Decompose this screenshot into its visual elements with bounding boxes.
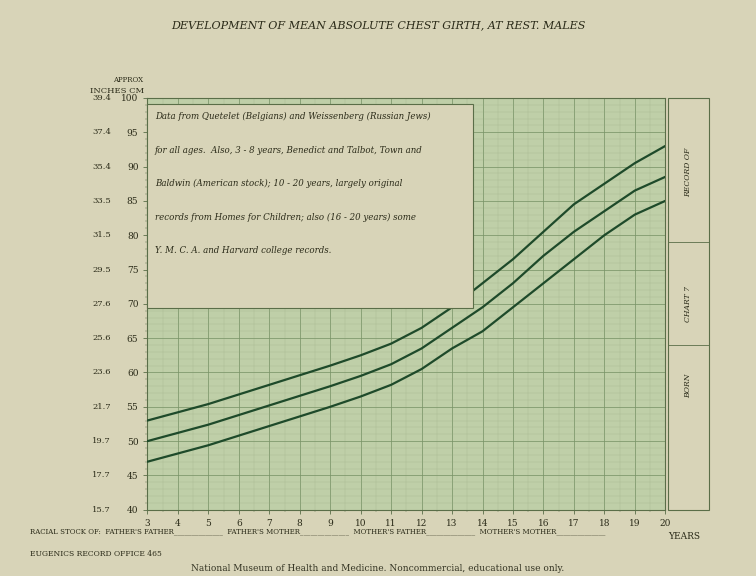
Text: 39.4: 39.4 — [92, 94, 111, 102]
Text: 31.5: 31.5 — [92, 231, 111, 239]
Text: 15.7: 15.7 — [92, 506, 111, 514]
Text: EUGENICS RECORD OFFICE 465: EUGENICS RECORD OFFICE 465 — [30, 550, 162, 558]
Text: 21.7: 21.7 — [92, 403, 111, 411]
Text: YEARS: YEARS — [668, 532, 700, 541]
Text: National Museum of Health and Medicine. Noncommercial, educational use only.: National Museum of Health and Medicine. … — [191, 564, 565, 573]
Text: 37.4: 37.4 — [92, 128, 111, 137]
Text: RACIAL STOCK OF:  FATHER'S FATHER______________  FATHER'S MOTHER______________  : RACIAL STOCK OF: FATHER'S FATHER________… — [30, 527, 606, 535]
Text: 33.5: 33.5 — [92, 197, 111, 205]
Text: 29.5: 29.5 — [92, 266, 111, 274]
Text: INCHES CM: INCHES CM — [89, 87, 144, 95]
Text: 27.6: 27.6 — [93, 300, 111, 308]
Text: for all ages.  Also, 3 - 8 years, Benedict and Talbot, Town and: for all ages. Also, 3 - 8 years, Benedic… — [155, 146, 423, 155]
Text: APPROX: APPROX — [113, 75, 144, 84]
Text: DEVELOPMENT OF MEAN ABSOLUTE CHEST GIRTH, AT REST. MALES: DEVELOPMENT OF MEAN ABSOLUTE CHEST GIRTH… — [171, 20, 585, 30]
Text: Y. M. C. A. and Harvard college records.: Y. M. C. A. and Harvard college records. — [155, 246, 331, 255]
Text: CHART 7: CHART 7 — [684, 286, 692, 322]
Text: Baldwin (American stock); 10 - 20 years, largely original: Baldwin (American stock); 10 - 20 years,… — [155, 179, 402, 188]
Text: records from Homes for Children; also (16 - 20 years) some: records from Homes for Children; also (1… — [155, 213, 416, 222]
Text: 17.7: 17.7 — [92, 471, 111, 479]
Text: RECORD OF: RECORD OF — [684, 147, 692, 196]
Text: 23.6: 23.6 — [93, 369, 111, 377]
Text: Data from Quetelet (Belgians) and Weissenberg (Russian Jews): Data from Quetelet (Belgians) and Weisse… — [155, 112, 431, 122]
Text: BORN: BORN — [684, 374, 692, 399]
Text: 19.7: 19.7 — [92, 437, 111, 445]
Text: 35.4: 35.4 — [92, 162, 111, 170]
Text: 25.6: 25.6 — [93, 334, 111, 342]
